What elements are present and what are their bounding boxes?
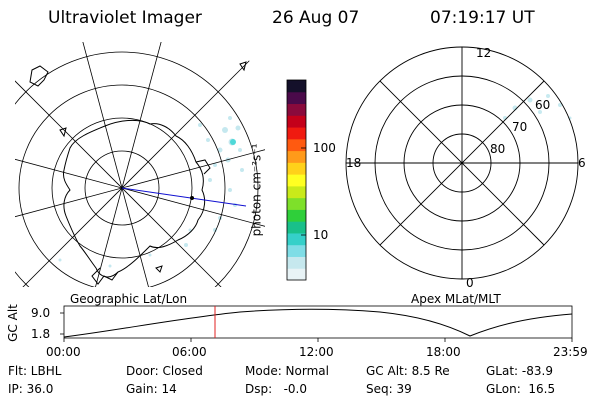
- ytick-9: 9.0: [31, 306, 51, 320]
- info-glon: GLon: 16.5: [486, 382, 556, 396]
- mlt-label-18: 18: [346, 156, 362, 170]
- antarctica-coastline: [63, 119, 206, 278]
- altitude-curve: [63, 308, 573, 338]
- colorbar-label-100: 100: [313, 141, 336, 155]
- xtick-0600: 06:00: [172, 345, 207, 359]
- colorbar-segment: [287, 244, 306, 257]
- xtick-1800: 18:00: [426, 345, 461, 359]
- sun-direction-line: [121, 187, 247, 207]
- date-label: 26 Aug 07: [272, 8, 360, 28]
- info-door: Door: Closed: [126, 364, 203, 378]
- lat-label-60: 60: [535, 98, 551, 112]
- colorbar-segment: [287, 103, 306, 116]
- mlt-label-12: 12: [476, 46, 492, 60]
- info-mode: Mode: Normal: [245, 364, 329, 378]
- colorbar: [286, 79, 307, 281]
- info-ip: IP: 36.0: [8, 382, 54, 396]
- colorbar-segment: [287, 174, 306, 187]
- xtick-1200: 12:00: [299, 345, 334, 359]
- colorbar-segment: [287, 150, 306, 163]
- app-title: Ultraviolet Imager: [48, 8, 202, 28]
- colorbar-segment: [287, 256, 306, 269]
- info-flt: Flt: LBHL: [8, 364, 62, 378]
- colorbar-segment: [287, 138, 306, 152]
- info-seq: Seq: 39: [366, 382, 412, 396]
- geographic-caption: Geographic Lat/Lon: [70, 292, 188, 306]
- altitude-timeline: [60, 305, 573, 342]
- xtick-0000: 00:00: [46, 345, 81, 359]
- colorbar-segment: [287, 197, 306, 210]
- colorbar-unit-label: photon cm⁻²s⁻¹: [249, 143, 264, 237]
- lat-label-70: 70: [512, 120, 528, 134]
- colorbar-segment: [287, 127, 306, 140]
- mlt-label-6: 6: [578, 156, 586, 170]
- colorbar-segment: [287, 91, 306, 105]
- apex-polar-plot: [345, 46, 579, 280]
- info-glat: GLat: -83.9: [486, 364, 553, 378]
- colorbar-segment: [287, 115, 306, 128]
- meridian-line: [15, 149, 265, 218]
- aurora-bright-spot: [230, 139, 236, 145]
- info-gain: Gain: 14: [126, 382, 177, 396]
- colorbar-segment: [287, 232, 306, 246]
- aurora-emission-right: [503, 94, 572, 120]
- info-gc-alt: GC Alt: 8.5 Re: [366, 364, 450, 378]
- colorbar-segment: [287, 268, 306, 281]
- satellite-subpoint-dot: [190, 196, 194, 200]
- apex-caption: Apex MLat/MLT: [411, 292, 501, 306]
- time-label: 07:19:17 UT: [430, 8, 535, 28]
- colorbar-segment: [287, 162, 306, 175]
- info-dsp: Dsp: -0.0: [245, 382, 308, 396]
- colorbar-segment: [287, 221, 306, 234]
- colorbar-segment: [287, 209, 306, 222]
- ytick-1-8: 1.8: [31, 327, 51, 341]
- colorbar-segment: [287, 185, 306, 199]
- lat-label-80: 80: [490, 142, 506, 156]
- colorbar-segment: [287, 80, 306, 93]
- colorbar-label-10: 10: [313, 228, 329, 242]
- mlt-label-0: 0: [466, 276, 474, 290]
- timeline-ylabel: GC Alt: [5, 304, 20, 342]
- xtick-2359: 23:59: [553, 345, 588, 359]
- geographic-map: [15, 42, 265, 287]
